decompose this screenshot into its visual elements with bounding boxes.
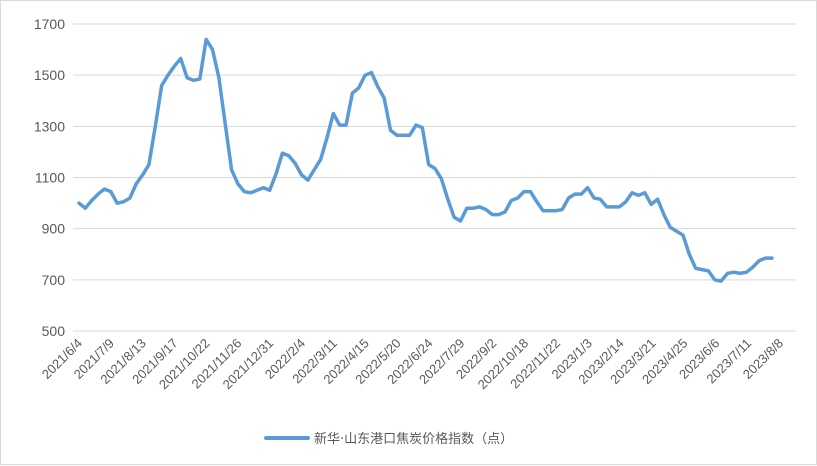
y-tick-label: 700 <box>42 272 66 288</box>
legend-label: 新华·山东港口焦炭价格指数（点） <box>314 431 513 447</box>
y-tick-label: 500 <box>42 323 66 339</box>
y-tick-label: 1500 <box>34 67 65 83</box>
y-tick-label: 1700 <box>34 16 65 32</box>
x-axis-ticks: 2021/6/42021/7/92021/8/132021/9/172021/1… <box>39 336 786 393</box>
y-tick-label: 1300 <box>34 118 65 134</box>
series-line <box>77 37 774 283</box>
y-tick-label: 900 <box>42 221 66 237</box>
y-axis-ticks: 500 700 900 1100 1300 1500 1700 <box>34 16 65 339</box>
series-layer <box>77 37 774 283</box>
legend: 新华·山东港口焦炭价格指数（点） <box>264 431 513 447</box>
y-tick-label: 1100 <box>35 170 65 186</box>
gridlines <box>73 23 796 332</box>
